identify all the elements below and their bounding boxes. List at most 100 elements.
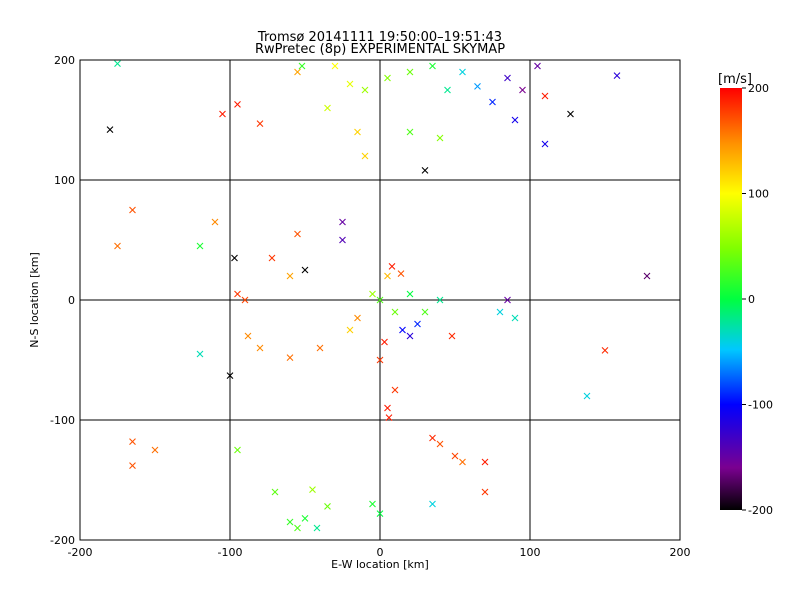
data-point-x	[211, 218, 219, 226]
plot-frame	[79, 59, 681, 541]
data-point-x	[286, 518, 294, 526]
data-point-x	[376, 356, 384, 364]
data-point-x	[196, 350, 204, 358]
data-point-x	[354, 314, 361, 322]
data-point-x	[129, 206, 136, 214]
data-point-x	[226, 372, 234, 379]
data-point-x	[481, 488, 489, 496]
data-point-x	[429, 434, 436, 442]
x-tick-label: 100	[520, 546, 541, 559]
data-point-x	[294, 68, 301, 76]
data-point-x	[376, 296, 384, 304]
data-point-x	[129, 438, 136, 445]
data-point-x	[219, 110, 226, 118]
data-point-x	[316, 344, 324, 352]
data-point-x	[324, 503, 331, 510]
data-point-x	[534, 62, 541, 70]
y-tick-label: -200	[50, 534, 75, 547]
data-point-x	[436, 296, 444, 304]
data-point-x	[151, 446, 159, 454]
data-point-x	[286, 272, 294, 280]
colorbar	[720, 88, 742, 510]
x-tick-label: 200	[670, 546, 691, 559]
data-point-x	[384, 74, 391, 82]
data-point-x	[309, 486, 316, 493]
data-point-x	[399, 326, 406, 334]
data-point-x	[496, 308, 504, 316]
data-point-x	[406, 332, 414, 340]
data-point-x	[369, 500, 376, 508]
data-point-x	[474, 83, 481, 90]
data-point-x	[504, 74, 511, 82]
data-point-x	[369, 290, 376, 298]
x-tick-label: 0	[377, 546, 384, 559]
data-point-x	[406, 290, 414, 298]
data-point-x	[106, 126, 114, 133]
data-point-x	[294, 230, 301, 238]
data-point-x	[298, 62, 306, 70]
data-point-x	[361, 152, 369, 160]
data-point-x	[114, 242, 121, 250]
data-point-x	[256, 344, 264, 352]
data-point-x	[301, 266, 309, 274]
data-point-x	[114, 60, 121, 67]
data-point-x	[489, 98, 496, 106]
data-point-x	[504, 296, 511, 304]
data-point-x	[397, 270, 405, 277]
data-point-x	[436, 440, 444, 448]
data-point-x	[406, 128, 414, 136]
data-point-x	[234, 446, 241, 454]
x-axis-ticks: -200 -100 0 100 200	[68, 546, 691, 559]
data-point-x	[448, 332, 456, 340]
data-point-x	[613, 72, 621, 79]
data-point-x	[567, 110, 574, 118]
data-point-x	[234, 290, 241, 298]
data-point-x	[286, 354, 294, 361]
data-point-x	[385, 414, 393, 421]
data-point-x	[271, 488, 279, 496]
colorbar-tick-label: -200	[748, 504, 773, 517]
data-point-x	[294, 524, 301, 532]
data-point-x	[391, 386, 399, 394]
x-tick-label: -100	[218, 546, 243, 559]
data-points	[106, 60, 651, 532]
data-point-x	[129, 462, 136, 469]
y-tick-label: 200	[54, 54, 75, 67]
y-tick-label: 100	[54, 174, 75, 187]
data-point-x	[459, 68, 466, 76]
colorbar-label: [m/s]	[718, 72, 752, 87]
data-point-x	[241, 296, 249, 304]
data-point-x	[339, 236, 346, 244]
y-tick-label: -100	[50, 414, 75, 427]
data-point-x	[346, 326, 354, 334]
data-point-x	[643, 272, 651, 280]
data-point-x	[481, 458, 489, 466]
data-point-x	[381, 338, 388, 346]
data-point-x	[301, 515, 309, 522]
data-point-x	[511, 314, 519, 322]
data-point-x	[376, 510, 384, 517]
data-point-x	[444, 86, 451, 94]
colorbar-ticks: 200 100 0 -100 -200	[742, 82, 773, 517]
data-point-x	[256, 120, 264, 127]
data-point-x	[391, 308, 399, 316]
data-point-x	[384, 272, 391, 280]
data-point-x	[268, 254, 276, 262]
colorbar-tick-label: -100	[748, 399, 773, 412]
data-point-x	[324, 104, 331, 112]
data-point-x	[414, 320, 421, 328]
chart-subtitle: RwPretec (8p) EXPERIMENTAL SKYMAP	[255, 42, 505, 57]
y-axis-label: N-S location [km]	[28, 252, 41, 348]
data-point-x	[541, 140, 549, 148]
data-point-x	[429, 500, 436, 508]
data-point-x	[196, 242, 204, 250]
colorbar-tick-label: 0	[748, 293, 755, 306]
chart-title: Tromsø 20141111 19:50:00–19:51:43	[257, 30, 502, 45]
y-axis-ticks: -200 -100 0 100 200	[50, 54, 75, 547]
data-point-x	[346, 80, 354, 88]
data-point-x	[354, 128, 361, 136]
data-point-x	[244, 332, 252, 340]
data-point-x	[361, 86, 369, 94]
data-point-x	[541, 92, 549, 100]
